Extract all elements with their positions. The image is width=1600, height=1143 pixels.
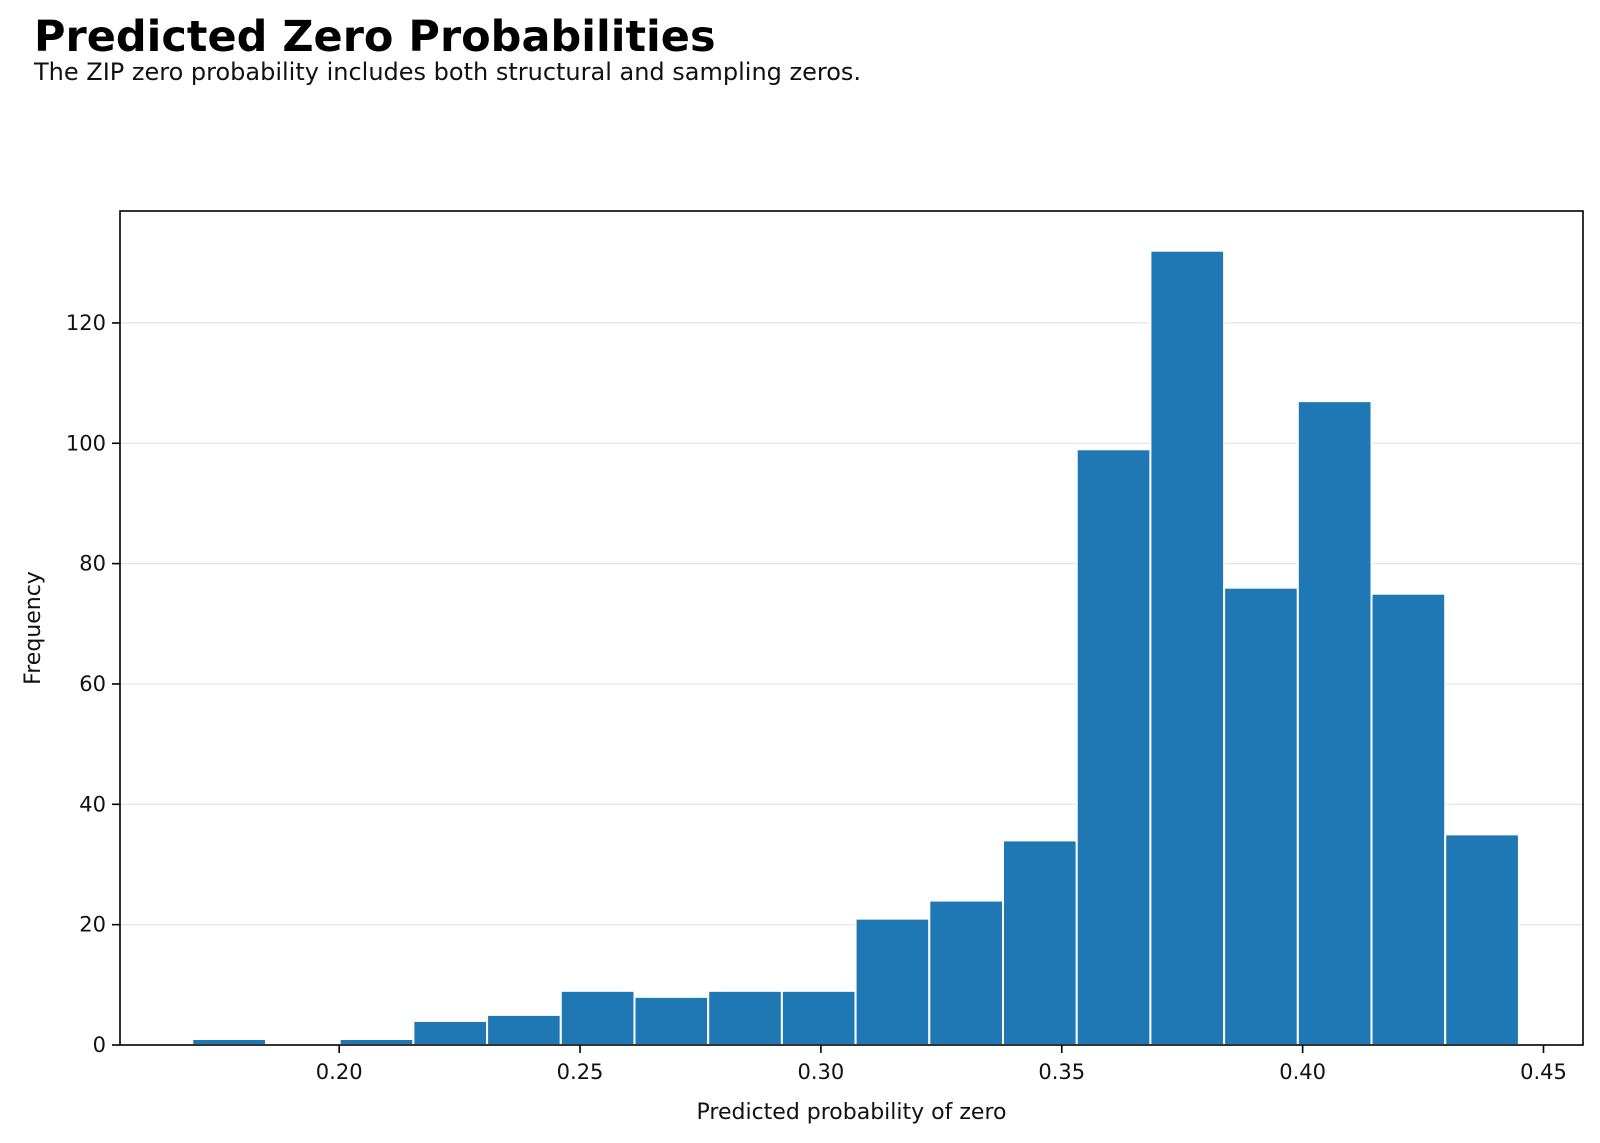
histogram-bar	[1223, 586, 1299, 1046]
plot-frame	[119, 210, 1584, 1046]
x-tick-label: 0.45	[1520, 1060, 1567, 1084]
y-tick-label: 60	[79, 672, 106, 696]
histogram-bar	[928, 899, 1005, 1046]
x-axis-label: Predicted probability of zero	[697, 1100, 1007, 1125]
x-axis: 0.20 0.25 0.30 0.35 0.40 0.45	[316, 1045, 1567, 1084]
histogram-bar	[1296, 400, 1373, 1047]
y-tick-label: 100	[66, 431, 106, 455]
histogram-bar	[854, 917, 931, 1046]
histogram-bar	[707, 989, 783, 1047]
y-tick-label: 80	[79, 552, 106, 576]
x-tick-label: 0.25	[557, 1060, 604, 1084]
x-tick-label: 0.30	[798, 1060, 845, 1084]
histogram-bar	[1370, 592, 1447, 1046]
bars	[191, 249, 1520, 1047]
histogram-bar	[780, 989, 857, 1047]
x-tick-label: 0.20	[316, 1060, 363, 1084]
histogram-bar	[1149, 249, 1226, 1046]
chart-title: Predicted Zero Probabilities	[34, 12, 716, 62]
y-tick-label: 0	[93, 1033, 106, 1057]
y-tick-label: 20	[79, 913, 106, 937]
y-axis: 0 20 40 60 80 100 120	[66, 311, 120, 1057]
chart-subtitle: The ZIP zero probability includes both s…	[34, 58, 862, 86]
histogram-bar	[1002, 839, 1078, 1046]
y-tick-label: 120	[66, 311, 106, 335]
x-tick-label: 0.35	[1038, 1060, 1085, 1084]
y-tick-label: 40	[79, 792, 106, 816]
histogram-bar	[1075, 448, 1152, 1046]
histogram-bar	[338, 1037, 415, 1046]
y-axis-label: Frequency	[21, 571, 46, 685]
histogram-bar	[412, 1019, 489, 1046]
histogram-bar	[486, 1013, 562, 1046]
histogram-bar	[633, 995, 710, 1046]
histogram-bar	[191, 1037, 267, 1046]
histogram-bar	[559, 989, 636, 1047]
x-tick-label: 0.40	[1279, 1060, 1326, 1084]
histogram-bar	[1444, 833, 1520, 1046]
